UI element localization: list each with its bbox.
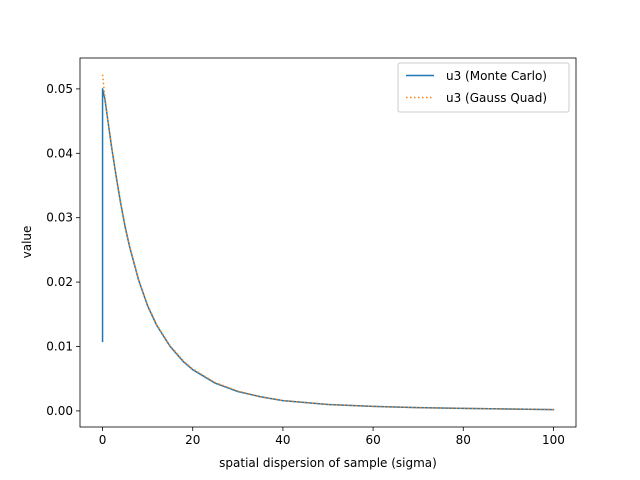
y-tick-label: 0.04 (46, 146, 73, 160)
y-tick-label: 0.02 (46, 275, 73, 289)
y-tick-label: 0.01 (46, 340, 73, 354)
legend: u3 (Monte Carlo) u3 (Gauss Quad) (397, 62, 570, 113)
legend-label-gauss-quad: u3 (Gauss Quad) (446, 91, 547, 105)
series-line-1 (101, 74, 554, 411)
plot-lines (101, 74, 555, 411)
x-tick-label: 80 (456, 433, 471, 447)
x-tick-label: 60 (365, 433, 380, 447)
legend-box (397, 62, 570, 113)
axes-frame (79, 57, 577, 428)
y-axis-label: value (20, 226, 34, 259)
x-axis-label: spatial dispersion of sample (sigma) (219, 456, 437, 470)
x-tick-label: 0 (99, 433, 107, 447)
x-axis-ticks: 0 20 40 60 80 100 (99, 427, 565, 447)
y-axis-ticks: 0.00 0.01 0.02 0.03 0.04 0.05 (46, 82, 80, 418)
axes-border (79, 57, 577, 428)
y-tick-label: 0.05 (46, 82, 73, 96)
y-tick-label: 0.03 (46, 211, 73, 225)
x-tick-label: 100 (542, 433, 565, 447)
x-tick-label: 40 (275, 433, 290, 447)
legend-label-monte-carlo: u3 (Monte Carlo) (446, 69, 547, 83)
x-tick-label: 20 (185, 433, 200, 447)
y-tick-label: 0.00 (46, 404, 73, 418)
